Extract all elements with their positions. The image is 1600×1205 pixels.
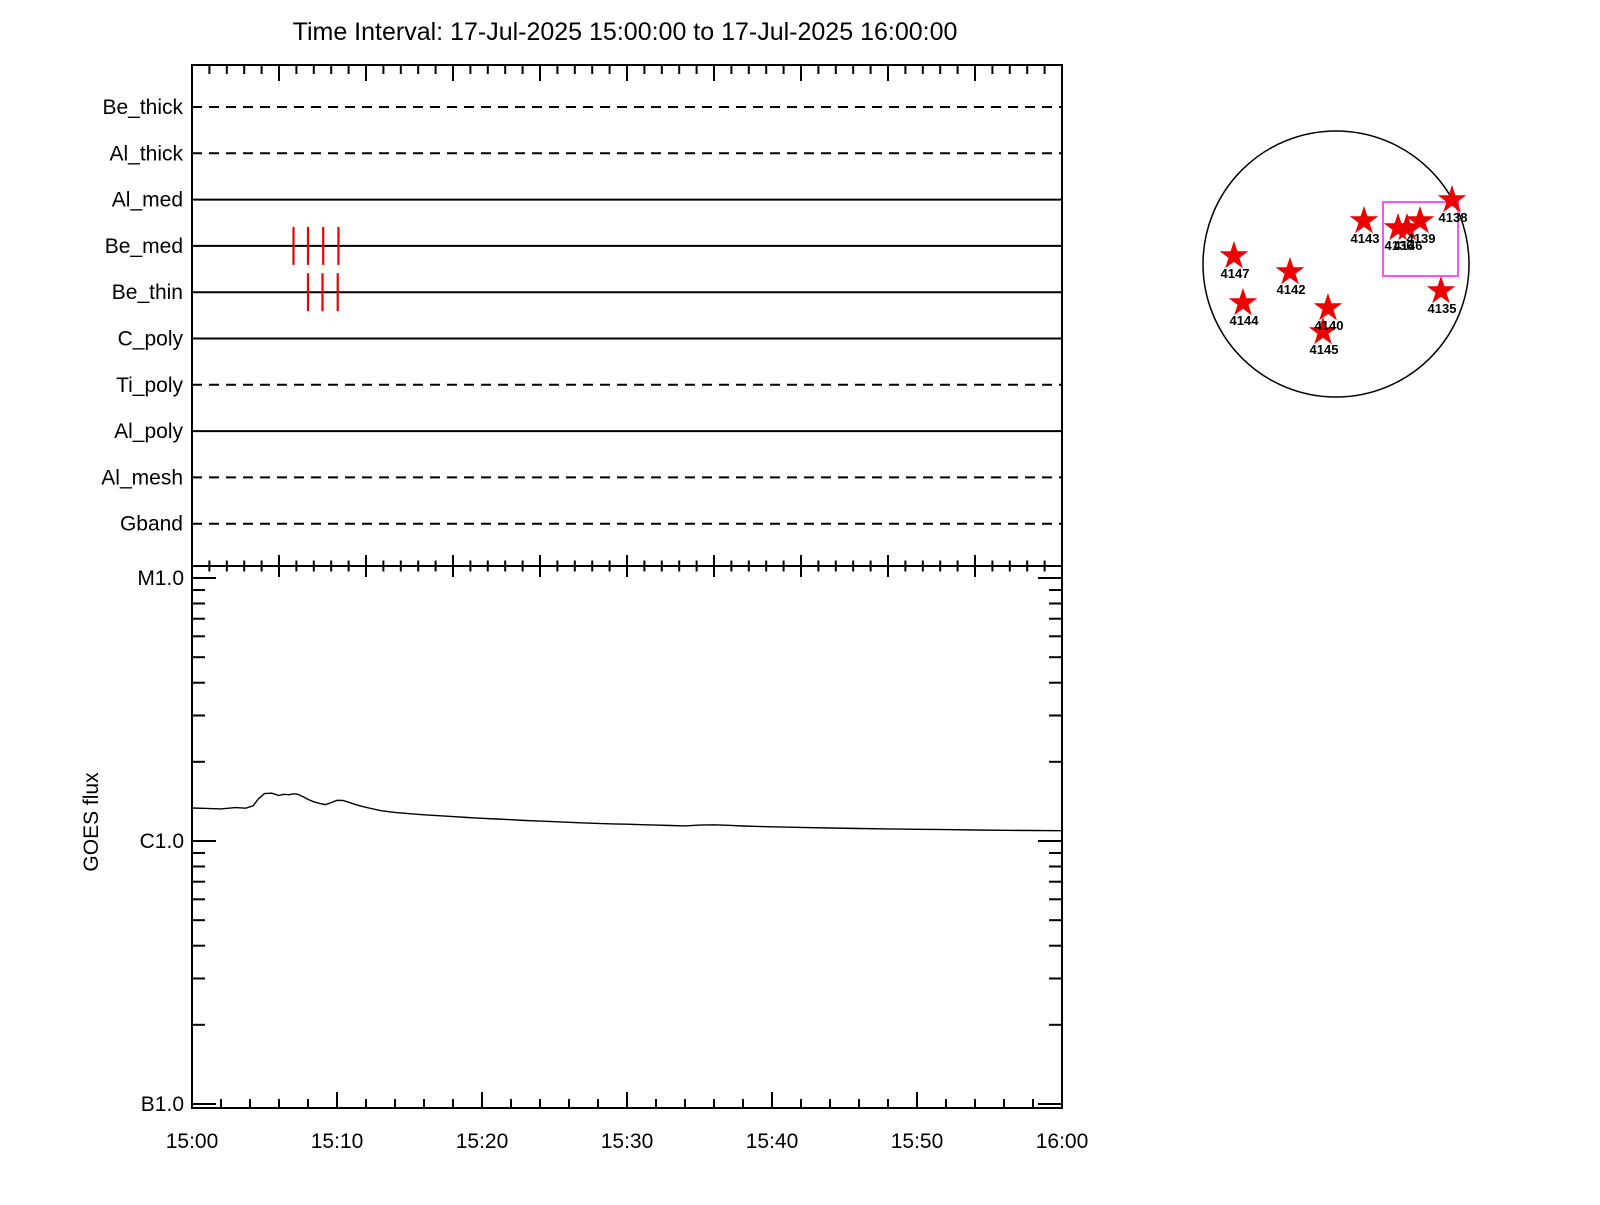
- solar-limb-circle: [1202, 130, 1470, 398]
- filter-label: Al_poly: [114, 420, 183, 443]
- active-region-label: 4143: [1351, 231, 1380, 246]
- active-region-star-icon: [1275, 256, 1305, 285]
- filter-label: Be_med: [105, 235, 183, 258]
- x-tick-label: 15:10: [311, 1130, 364, 1153]
- active-region-label: 4147: [1221, 266, 1250, 281]
- active-region-star-icon: [1228, 287, 1258, 316]
- filter-rows: Be_thick Al_thick Al_med Be_med Be_thin C_pol…: [101, 96, 1062, 536]
- active-region-star-icon: [1219, 240, 1249, 269]
- filter-label: Al_thick: [109, 142, 183, 165]
- axis-ticks: [191, 65, 1063, 1108]
- filter-label: Ti_poly: [116, 374, 183, 397]
- x-tick-label: 15:50: [891, 1130, 944, 1153]
- active-region-label: 4146: [1394, 238, 1423, 253]
- goes-flux-curve: [191, 792, 1063, 832]
- page-title: Time Interval: 17-Jul-2025 15:00:00 to 1…: [293, 18, 958, 46]
- y-tick-label: C1.0: [140, 830, 184, 853]
- active-region-label: 4140: [1315, 318, 1344, 333]
- active-region-star-icon: [1437, 184, 1467, 213]
- active-region-label: 4138: [1439, 210, 1468, 225]
- active-region-label: 4142: [1277, 282, 1306, 297]
- exposure-marks: [292, 226, 340, 312]
- active-region-label: 4144: [1230, 313, 1260, 328]
- filter-label: C_poly: [118, 328, 184, 351]
- filter-label: Al_med: [112, 189, 183, 212]
- goes-flux-curve-group: [191, 792, 1063, 832]
- x-tick-label: 15:20: [456, 1130, 509, 1153]
- y-tick-label: B1.0: [141, 1093, 184, 1116]
- y-tick-label: M1.0: [137, 567, 184, 590]
- active-region-label: 4135: [1428, 301, 1457, 316]
- active-region-star-icon: [1392, 212, 1422, 241]
- active-region-star-icon: [1426, 275, 1456, 304]
- active-region-label: 4139: [1407, 231, 1436, 246]
- x-tick-label: 16:00: [1036, 1130, 1089, 1153]
- fov-highlight-box-group: [1382, 201, 1459, 277]
- goes-y-axis-title: GOES flux: [80, 772, 103, 872]
- goes-panel-frame: [191, 565, 1063, 1109]
- active-region-star-icon: [1405, 205, 1435, 234]
- x-tick-label: 15:40: [746, 1130, 799, 1153]
- filter-label: Al_mesh: [101, 466, 183, 489]
- fov-highlight-box: [1382, 201, 1459, 277]
- active-region-stars: [1219, 184, 1467, 345]
- filter-label: Gband: [120, 513, 183, 536]
- x-tick-label: 15:30: [601, 1130, 654, 1153]
- active-region-star-icon: [1349, 205, 1379, 234]
- xrt-panel-frame: [191, 64, 1063, 567]
- axis-tick-labels: M1.0 C1.0 B1.0 15:00 15:10 15:20 15:30 15:40 15:…: [137, 567, 1088, 1153]
- active-region-label: 4136: [1385, 238, 1414, 253]
- filter-label: Be_thick: [102, 96, 183, 119]
- active-region-star-icon: [1308, 316, 1338, 345]
- filter-label: Be_thin: [112, 281, 183, 304]
- x-tick-label: 15:00: [166, 1130, 219, 1153]
- active-region-label: 4145: [1310, 342, 1339, 357]
- active-region-star-icon: [1313, 292, 1343, 321]
